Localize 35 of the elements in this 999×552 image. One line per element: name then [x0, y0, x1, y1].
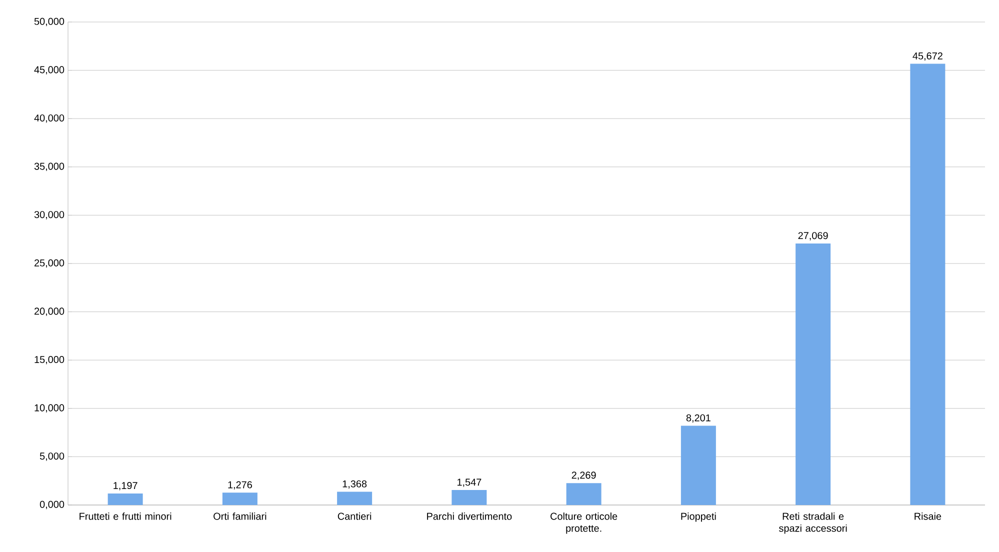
y-tick-label: 0,000	[40, 500, 64, 510]
y-tick-label: 35,000	[34, 162, 64, 172]
data-label: 27,069	[798, 232, 828, 240]
data-label: 2,269	[572, 472, 596, 480]
x-tick-label: Orti familiari	[214, 512, 266, 520]
y-tick-label: 10,000	[34, 404, 64, 413]
y-tick-label: 25,000	[34, 259, 64, 268]
data-label: 45,672	[912, 52, 942, 61]
data-label: 1,547	[457, 478, 482, 487]
y-tick-label: 40,000	[34, 114, 64, 123]
y-tick-label: 45,000	[34, 66, 64, 74]
y-tick-label: 50,000	[34, 18, 64, 26]
y-tick-label: 20,000	[34, 308, 64, 316]
x-tick-label: Parchi divertimento	[427, 512, 512, 520]
bar	[452, 490, 487, 505]
bar	[796, 244, 831, 505]
bar	[680, 426, 716, 505]
bar	[566, 483, 602, 505]
y-tick-label: 5,000	[40, 452, 64, 461]
bar	[222, 492, 258, 505]
bar	[337, 492, 372, 505]
x-tick-label: Frutteti e frutti minori	[80, 512, 172, 520]
data-label: 8,201	[686, 414, 710, 423]
x-tick-label: Risaie	[914, 512, 942, 520]
data-label: 1,197	[114, 482, 138, 490]
x-tick-label: Pioppeti	[681, 512, 716, 522]
data-label: 1,368	[342, 480, 367, 489]
y-tick-label: 30,000	[34, 211, 64, 220]
bar	[910, 64, 946, 505]
data-label: 1,276	[228, 481, 252, 490]
x-tick-label: Colture orticole protette.	[550, 512, 618, 534]
bar	[108, 493, 143, 505]
x-tick-label: Reti stradali e spazi accessori	[779, 512, 847, 534]
x-tick-label: Cantieri	[338, 512, 372, 520]
y-tick-label: 15,000	[34, 356, 64, 364]
